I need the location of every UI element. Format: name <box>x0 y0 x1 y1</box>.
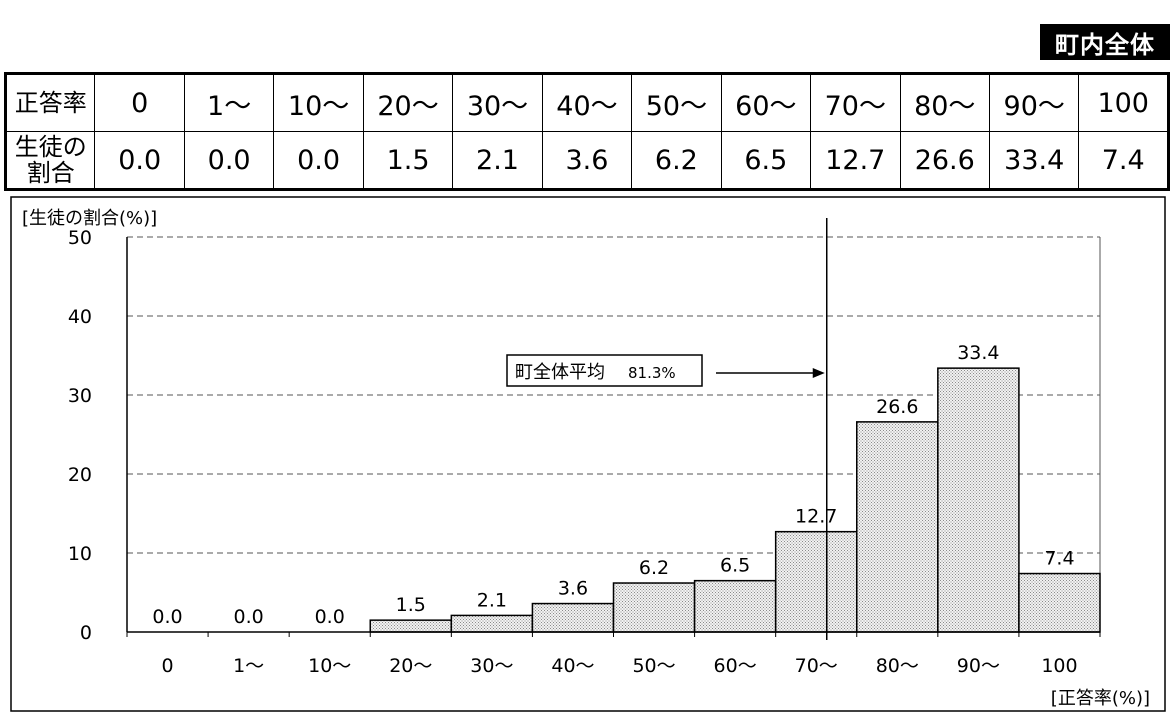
table-col: 0 <box>94 73 185 132</box>
x-tick-label: 0 <box>161 655 173 677</box>
table-col: 1〜 <box>183 73 275 132</box>
data-label: 2.1 <box>477 589 507 611</box>
bar <box>450 614 534 633</box>
table-value: 1.5 <box>362 131 454 190</box>
table-col: 90〜 <box>988 73 1080 132</box>
table-col: 80〜 <box>899 73 990 132</box>
table-value: 0.0 <box>94 131 185 190</box>
mean-label: 町全体平均 <box>515 362 605 383</box>
data-label: 12.7 <box>795 506 837 528</box>
data-label: 6.5 <box>720 555 750 577</box>
table-header-share: 生徒の 割合 <box>4 131 96 190</box>
x-tick-label: 1〜 <box>233 655 264 677</box>
y-tick-label: 40 <box>68 306 92 328</box>
table-col: 50〜 <box>631 73 722 132</box>
y-tick-label: 20 <box>68 464 92 486</box>
bar <box>1018 572 1101 633</box>
distribution-table: 正答率 0 1〜 10〜 20〜 30〜 40〜 50〜 60〜 70〜 80〜… <box>4 72 1170 191</box>
data-label: 3.6 <box>558 578 588 600</box>
x-tick-label: 80〜 <box>876 655 919 677</box>
bar <box>937 367 1020 633</box>
y-axis-label: [生徒の割合(%)] <box>22 208 157 229</box>
table-col: 100 <box>1078 73 1169 132</box>
x-tick-label: 90〜 <box>957 655 1000 677</box>
histogram-chart: [生徒の割合(%)] [正答率(%)] 0.0 0.0 0.0 1.5 2.1 3.6 6.… <box>10 196 1166 712</box>
table-value: 26.6 <box>899 131 990 190</box>
bar <box>612 582 696 633</box>
y-tick-label: 50 <box>68 227 92 249</box>
data-label: 0.0 <box>234 606 264 628</box>
table-header-share-line2: 割合 <box>26 159 75 187</box>
x-axis-label: [正答率(%)] <box>1051 688 1150 709</box>
mean-label-box <box>506 354 703 387</box>
table-value: 0.0 <box>273 131 364 190</box>
table-value: 6.2 <box>631 131 722 190</box>
data-label: 0.0 <box>315 606 345 628</box>
data-label: 1.5 <box>396 594 426 616</box>
data-label: 6.2 <box>639 557 669 579</box>
data-label: 0.0 <box>152 606 182 628</box>
table-value: 0.0 <box>183 131 275 190</box>
table-value: 7.4 <box>1078 131 1169 190</box>
data-label: 7.4 <box>1044 548 1074 570</box>
table-col: 30〜 <box>452 73 543 132</box>
mean-arrow-head <box>812 368 825 378</box>
x-tick-label: 100 <box>1041 655 1077 677</box>
y-tick-label: 30 <box>68 385 92 407</box>
data-label: 26.6 <box>876 396 918 418</box>
y-tick-label: 10 <box>68 543 92 565</box>
table-row-rate: 正答率 0 1〜 10〜 20〜 30〜 40〜 50〜 60〜 70〜 80〜… <box>4 73 1169 132</box>
mean-value-label: 81.3% <box>628 364 676 382</box>
table-header-share-line1: 生徒の <box>14 132 87 161</box>
bar <box>369 619 453 633</box>
table-value: 12.7 <box>810 131 901 190</box>
x-tick-label: 50〜 <box>632 655 675 677</box>
table-value: 2.1 <box>452 131 543 190</box>
table-col: 40〜 <box>541 73 633 132</box>
table-value: 3.6 <box>541 131 633 190</box>
bar <box>531 602 615 633</box>
region-badge: 町内全体 <box>1040 24 1170 60</box>
table-col: 60〜 <box>720 73 812 132</box>
table-header-rate: 正答率 <box>4 73 96 132</box>
x-tick-label: 40〜 <box>551 655 594 677</box>
bar <box>693 579 777 633</box>
x-tick-label: 70〜 <box>795 655 838 677</box>
table-col: 10〜 <box>273 73 364 132</box>
data-label: 33.4 <box>957 342 999 364</box>
x-tick-label: 60〜 <box>714 655 757 677</box>
x-tick-label: 20〜 <box>389 655 432 677</box>
table-value: 6.5 <box>720 131 812 190</box>
x-tick-label: 10〜 <box>308 655 351 677</box>
table-col: 70〜 <box>810 73 901 132</box>
table-col: 20〜 <box>362 73 454 132</box>
x-tick-label: 30〜 <box>470 655 513 677</box>
table-value: 33.4 <box>988 131 1080 190</box>
y-tick-label: 0 <box>80 622 92 644</box>
table-row-share: 生徒の 割合 0.0 0.0 0.0 1.5 2.1 3.6 6.2 6.5 1… <box>4 131 1169 190</box>
bar <box>774 530 858 633</box>
bar <box>856 421 939 633</box>
